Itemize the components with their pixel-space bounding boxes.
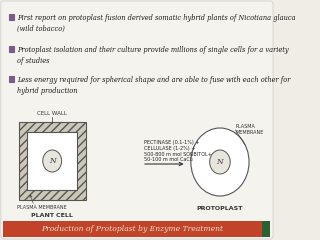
Text: Production of Protoplast by Enzyme Treatment: Production of Protoplast by Enzyme Treat… <box>42 225 224 233</box>
Text: PLASMA
MEMBRANE: PLASMA MEMBRANE <box>236 124 264 135</box>
Circle shape <box>43 150 62 172</box>
Text: Less energy required for spherical shape and are able to fuse with each other fo: Less energy required for spherical shape… <box>17 77 291 95</box>
Text: N: N <box>49 157 55 165</box>
Bar <box>9 14 14 20</box>
Bar <box>9 76 14 82</box>
Bar <box>262 221 270 237</box>
Text: PLASMA MEMBRANE: PLASMA MEMBRANE <box>17 205 67 210</box>
Circle shape <box>210 150 230 174</box>
Bar <box>28 132 77 190</box>
Bar <box>4 221 262 237</box>
FancyBboxPatch shape <box>1 1 273 239</box>
Text: First report on protoplast fusion derived somatic hybrid plants of Nicotiana gla: First report on protoplast fusion derive… <box>17 14 296 33</box>
Bar <box>9 46 14 52</box>
Circle shape <box>191 128 249 196</box>
Text: PROTOPLAST: PROTOPLAST <box>197 206 243 211</box>
Text: Protoplast isolation and their culture provide millions of single cells for a va: Protoplast isolation and their culture p… <box>17 47 289 65</box>
Text: N: N <box>217 158 223 166</box>
Text: PECTINASE (0.1-1%) +
CELLULASE (1-2%) +
500-800 m mol SORBITOL+
50-100 m mol CaC: PECTINASE (0.1-1%) + CELLULASE (1-2%) + … <box>144 140 212 162</box>
Text: CELL WALL: CELL WALL <box>37 111 67 116</box>
Text: PLANT CELL: PLANT CELL <box>31 213 73 218</box>
Bar <box>19 122 85 200</box>
